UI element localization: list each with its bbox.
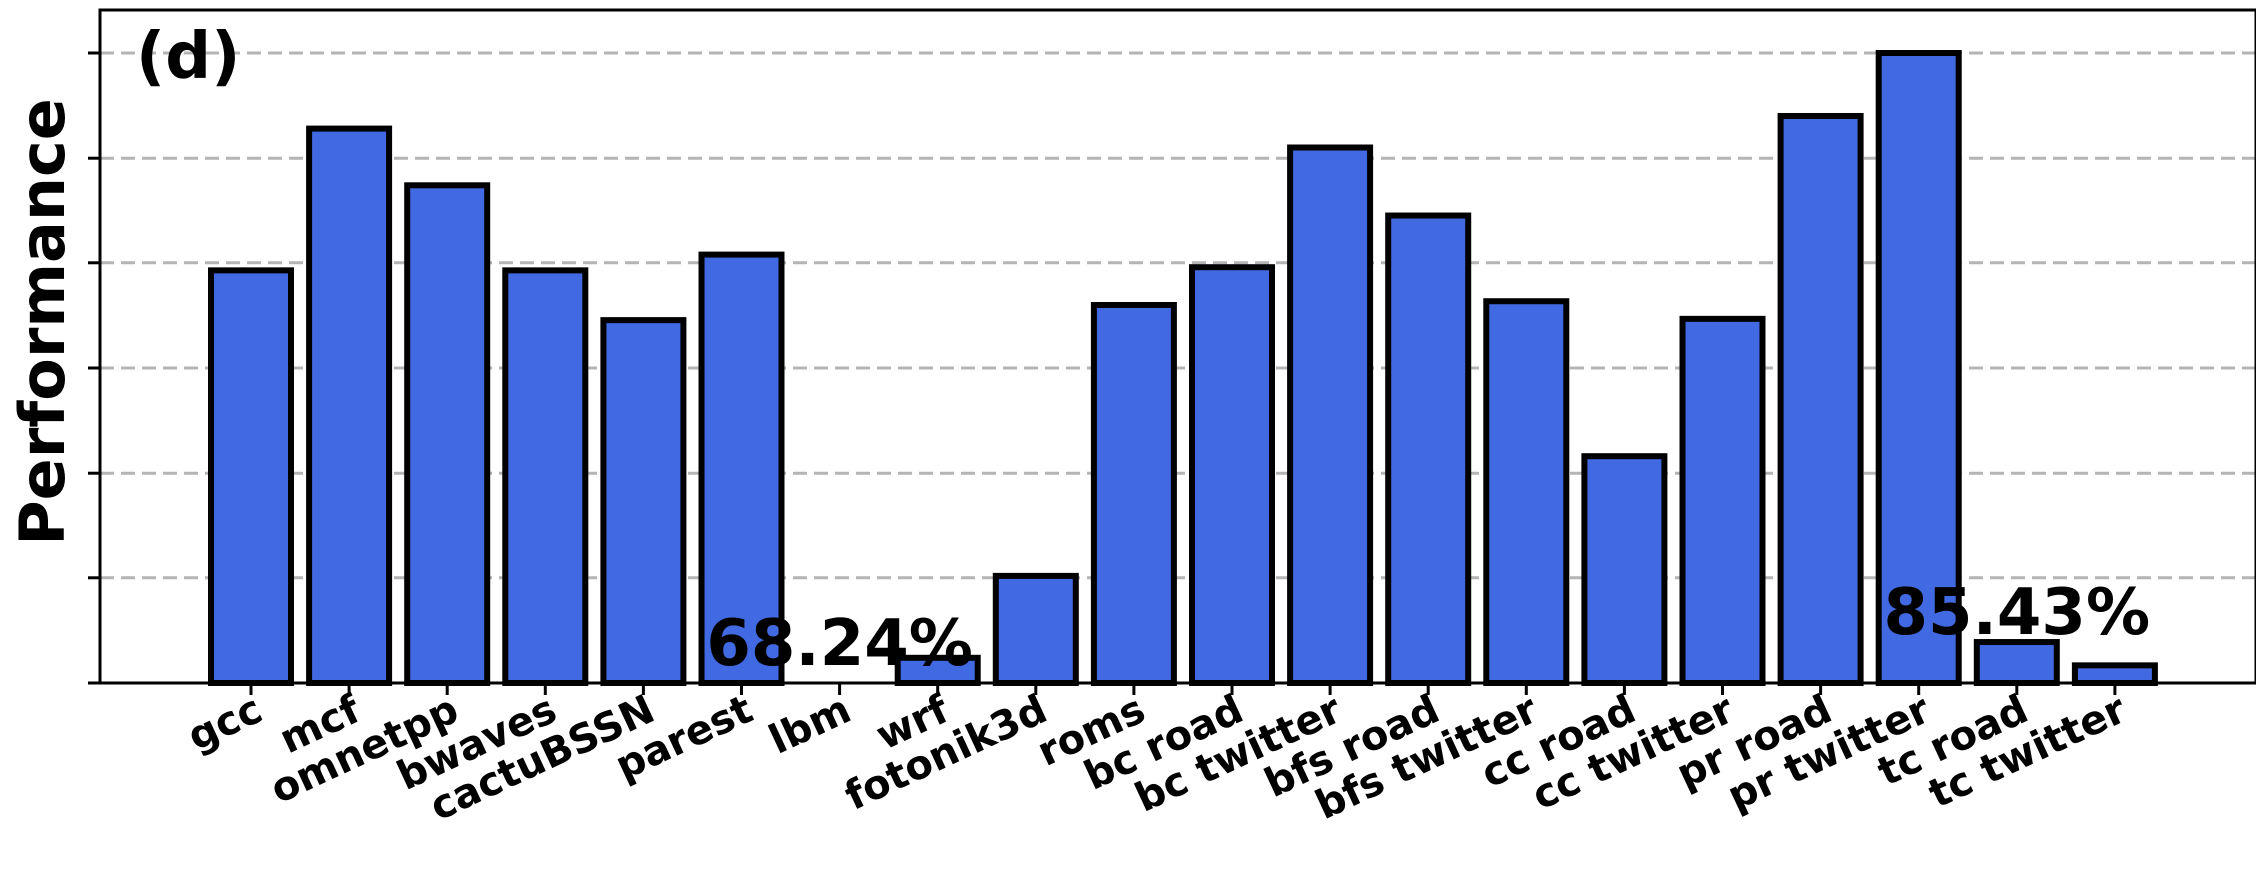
y-axis-label: Performance <box>6 98 79 546</box>
x-tick-label: gcc <box>181 686 269 760</box>
bar-pr-twitter <box>1875 50 1962 686</box>
bar-bfs-twitter <box>1483 298 1570 686</box>
bar-cactuBSSN <box>600 317 687 686</box>
bar-bc-road <box>1189 264 1275 686</box>
annotation-label: 68.24% <box>706 607 973 681</box>
bar-wrf <box>894 654 981 686</box>
bar-cc-twitter <box>1679 315 1766 686</box>
bar-bfs-road <box>1385 212 1472 686</box>
plot-frame <box>98 8 2256 685</box>
panel-label: (d) <box>136 20 240 94</box>
bar-gcc <box>208 267 294 686</box>
annotation-label: 85.43% <box>1884 576 2151 650</box>
x-tick-label: fotonik3d <box>838 686 1054 819</box>
bar-roms <box>1090 302 1177 686</box>
bar-pr-road <box>1777 113 1864 686</box>
bar-parest <box>698 251 785 686</box>
bar-fotonik3d <box>992 572 1079 687</box>
bar-bwaves <box>502 267 589 686</box>
x-tick-label: lbm <box>762 686 858 763</box>
annotations: 68.24% 85.43% <box>706 576 2150 681</box>
bar-tc-twitter <box>2071 662 2158 686</box>
bar-cc-road <box>1581 453 1668 687</box>
y-ticks <box>88 51 100 685</box>
bar-omnetpp <box>404 182 491 687</box>
bar-bc-twitter <box>1287 144 1374 686</box>
bar-mcf <box>306 125 393 687</box>
bars <box>208 50 2158 687</box>
